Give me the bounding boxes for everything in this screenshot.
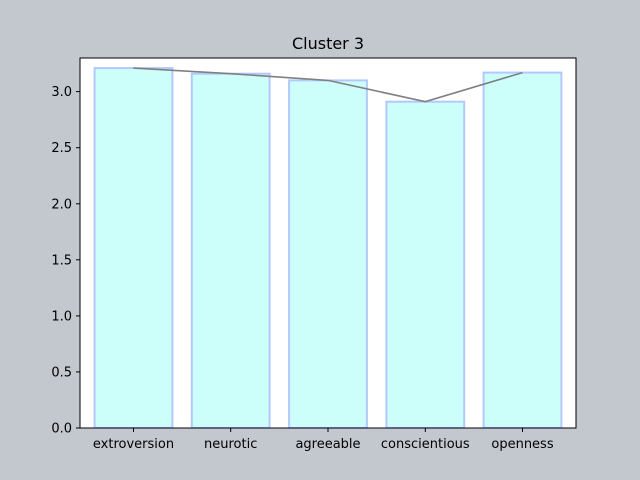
y-tick-label: 1.5 (51, 253, 72, 268)
bar-conscientious (385, 100, 466, 429)
y-tick-label: 2.5 (51, 141, 72, 156)
bar-agreeable (288, 79, 368, 430)
x-tick-label-neurotic: neurotic (204, 437, 257, 452)
x-tick-label-agreeable: agreeable (295, 437, 360, 452)
x-axis-ticks: extroversion neurotic agreeable conscientio… (93, 428, 554, 452)
bar-neurotic (190, 72, 271, 429)
y-tick-label: 2.0 (51, 197, 72, 212)
y-tick-label: 3.0 (51, 85, 72, 100)
line-layer (133, 67, 523, 103)
bars-layer (93, 67, 563, 430)
x-tick-label-openness: openness (491, 437, 553, 452)
plot-frame (79, 57, 577, 429)
x-tick-label-extroversion: extroversion (93, 437, 174, 452)
y-axis-ticks: 0.0 0.5 1.0 1.5 2.0 2.5 3.0 (51, 85, 80, 437)
y-tick-label: 0.5 (51, 365, 72, 380)
x-tick-label-conscientious: conscientious (381, 437, 470, 452)
chart-title: Cluster 3 (292, 34, 364, 53)
bar-extroversion (93, 67, 174, 429)
y-tick-label: 0.0 (51, 422, 72, 437)
bar-openness (482, 71, 563, 429)
y-tick-label: 1.0 (51, 309, 72, 324)
mean-line (133, 67, 523, 103)
